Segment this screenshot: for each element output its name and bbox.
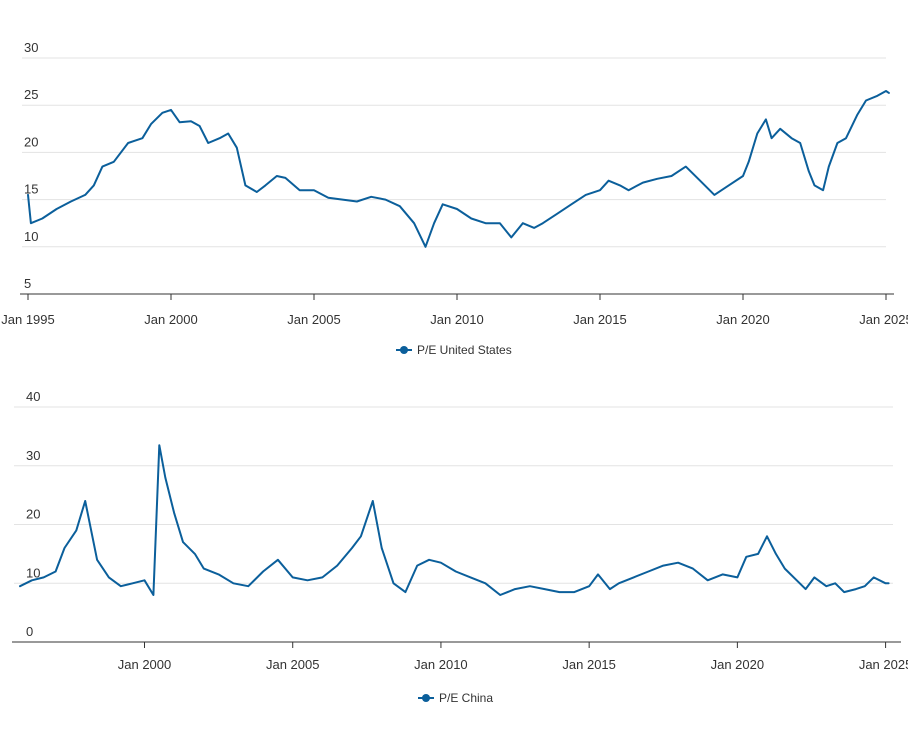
us-y-tick-label: 25 bbox=[24, 87, 38, 102]
cn-y-tick-label: 30 bbox=[26, 448, 40, 463]
cn-series-line bbox=[19, 444, 890, 596]
cn-x-tick-label: Jan 2005 bbox=[266, 657, 320, 672]
us-y-tick-label: 10 bbox=[24, 229, 38, 244]
us-x-tick-label: Jan 2020 bbox=[716, 312, 770, 327]
cn-x-tick-label: Jan 2010 bbox=[414, 657, 468, 672]
cn-y-tick-label: 20 bbox=[26, 507, 40, 522]
cn-y-tick-label: 0 bbox=[26, 624, 33, 639]
us-y-tick-label: 30 bbox=[24, 40, 38, 55]
us-x-tick-label: Jan 2025 bbox=[859, 312, 908, 327]
cn-y-tick-label: 10 bbox=[26, 565, 40, 580]
us-x-tick-label: Jan 2005 bbox=[287, 312, 341, 327]
us-legend-marker bbox=[400, 346, 408, 354]
us-y-tick-label: 15 bbox=[24, 182, 38, 197]
us-x-tick-label: Jan 1995 bbox=[1, 312, 55, 327]
cn-x-tick-label: Jan 2020 bbox=[711, 657, 765, 672]
us-x-tick-label: Jan 2010 bbox=[430, 312, 484, 327]
cn-legend-marker bbox=[422, 694, 430, 702]
cn-y-tick-label: 40 bbox=[26, 389, 40, 404]
us-x-tick-label: Jan 2015 bbox=[573, 312, 627, 327]
cn-legend-label[interactable]: P/E China bbox=[439, 691, 493, 705]
us-y-tick-label: 5 bbox=[24, 276, 31, 291]
us-x-tick-label: Jan 2000 bbox=[144, 312, 198, 327]
cn-x-tick-label: Jan 2025 bbox=[859, 657, 908, 672]
us-legend-label[interactable]: P/E United States bbox=[417, 343, 512, 357]
us-series-line bbox=[27, 90, 890, 248]
cn-x-tick-label: Jan 2000 bbox=[118, 657, 172, 672]
us-y-tick-label: 20 bbox=[24, 134, 38, 149]
cn-x-tick-label: Jan 2015 bbox=[562, 657, 616, 672]
